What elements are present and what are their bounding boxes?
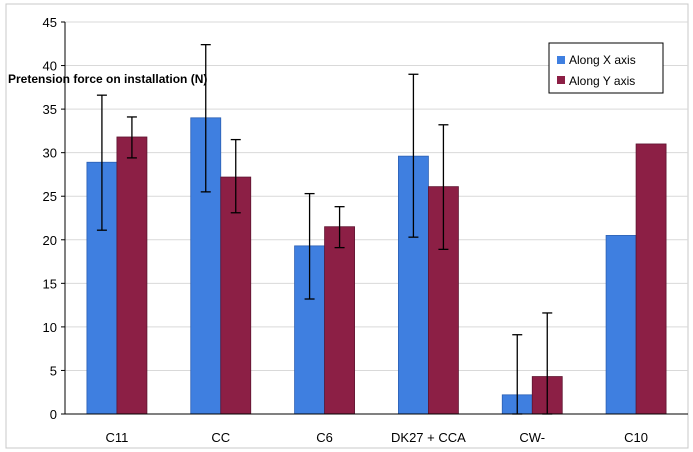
category-label-c10: C10 xyxy=(624,430,648,445)
error-bar-along-x-c6 xyxy=(304,192,315,300)
bar-along-y-c11 xyxy=(116,136,148,415)
error-bar-along-y-cc xyxy=(230,138,241,214)
legend: Along X axis Along Y axis xyxy=(548,42,664,94)
category-labels: C11 CC C6 DK27 + CCA CW- C10 xyxy=(105,430,648,445)
error-bar-along-y-c11 xyxy=(126,116,137,159)
error-bar-along-x-c11 xyxy=(96,94,107,231)
legend-box xyxy=(548,42,664,94)
category-label-c6: C6 xyxy=(316,430,333,445)
error-bars xyxy=(96,43,553,415)
y-tick-label-20: 20 xyxy=(43,233,57,248)
bar-along-x-c10 xyxy=(605,235,637,415)
y-tick-label-5: 5 xyxy=(50,363,57,378)
bar-along-y-c6 xyxy=(324,226,355,415)
error-bar-along-x-cc xyxy=(200,43,211,193)
bar-along-y-c10 xyxy=(635,143,667,415)
legend-label-along-y: Along Y axis xyxy=(569,74,635,88)
y-tick-label-30: 30 xyxy=(43,146,57,161)
category-label-cc: CC xyxy=(211,430,230,445)
y-tick-labels: 0 5 10 15 20 25 30 35 40 45 xyxy=(43,15,65,422)
y-tick-label-10: 10 xyxy=(43,320,57,335)
legend-swatch-along-x xyxy=(557,56,565,64)
category-label-dk27-cca: DK27 + CCA xyxy=(391,430,466,445)
chart-border xyxy=(5,3,689,449)
y-axis-label: Pretension force on installation (N) xyxy=(8,72,207,86)
y-tick-label-35: 35 xyxy=(43,102,57,117)
error-bar-along-y-c6 xyxy=(334,206,345,249)
error-bar-along-y-dk27-cca xyxy=(438,124,449,251)
y-tick-label-15: 15 xyxy=(43,276,57,291)
y-tick-label-25: 25 xyxy=(43,189,57,204)
y-tick-label-45: 45 xyxy=(43,15,57,30)
legend-label-along-x: Along X axis xyxy=(569,53,636,67)
category-label-cw: CW- xyxy=(519,430,545,445)
category-label-c11: C11 xyxy=(105,430,128,445)
legend-swatch-along-y xyxy=(557,76,565,84)
error-bar-along-x-dk27-cca xyxy=(408,73,419,238)
y-tick-label-0: 0 xyxy=(50,407,57,422)
y-tick-label-40: 40 xyxy=(43,59,57,74)
gridlines xyxy=(65,21,688,371)
